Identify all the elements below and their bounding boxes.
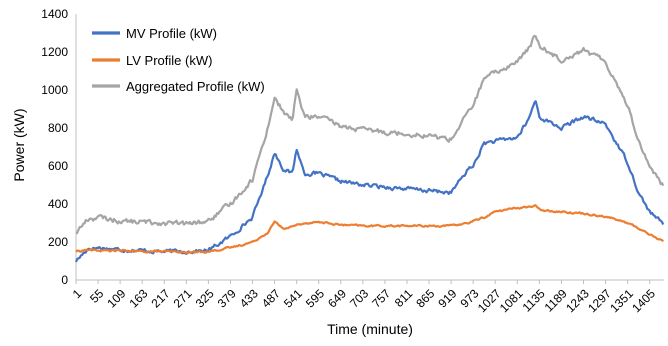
- y-tick-label: 0: [61, 273, 68, 287]
- y-tick-label: 200: [48, 235, 68, 249]
- x-tick-label: 1189: [542, 286, 570, 314]
- x-tick-label: 379: [215, 286, 239, 310]
- x-tick-label: 55: [87, 286, 107, 306]
- axes: [75, 14, 664, 281]
- x-tick-label: 109: [104, 286, 128, 310]
- x-tick-label: 487: [259, 286, 283, 310]
- x-tick-label: 649: [325, 286, 349, 310]
- x-tick-label: 1405: [629, 286, 658, 315]
- y-tick-label: 1200: [41, 45, 68, 59]
- x-tick-label: 325: [193, 286, 217, 310]
- x-tick-label: 1: [70, 286, 85, 301]
- y-tick-label: 800: [48, 121, 68, 135]
- x-tick-label: 433: [237, 286, 261, 310]
- x-tick-label: 271: [171, 286, 195, 310]
- series-line-1: [75, 204, 665, 255]
- x-tick-label: 541: [281, 286, 305, 310]
- legend-label: MV Profile (kW): [126, 26, 217, 41]
- x-tick-label: 865: [413, 286, 437, 310]
- y-tick-label: 1000: [41, 83, 68, 97]
- x-tick-label: 163: [126, 286, 150, 310]
- y-tick-label: 600: [48, 159, 68, 173]
- x-tick-label: 1297: [585, 286, 614, 315]
- y-tick-label: 1400: [41, 7, 68, 21]
- x-tick-label: 757: [369, 286, 393, 310]
- y-axis-title: Power (kW): [11, 108, 27, 181]
- x-tick-label: 1081: [497, 286, 526, 315]
- x-axis-ticks: 1 551091632172713253794334875415956497037…: [70, 280, 658, 315]
- legend-label: LV Profile (kW): [126, 53, 212, 68]
- y-tick-label: 400: [48, 197, 68, 211]
- series-line-2: [75, 34, 665, 235]
- x-tick-label: 217: [149, 286, 173, 310]
- x-tick-label: 1135: [520, 286, 548, 314]
- legend: MV Profile (kW) LV Profile (kW) Aggregated…: [92, 26, 265, 94]
- x-tick-label: 919: [435, 286, 459, 310]
- series-layer: [74, 34, 665, 263]
- x-tick-label: 1027: [475, 286, 504, 315]
- x-tick-label: 1351: [607, 286, 636, 315]
- x-tick-label: 811: [392, 286, 416, 310]
- x-tick-label: 1243: [563, 286, 592, 315]
- series-line-0: [74, 100, 665, 263]
- x-axis-title: Time (minute): [327, 321, 413, 337]
- y-axis-ticks: 0 200 400 600 800 1000 1200 1400: [41, 7, 68, 287]
- legend-label: Aggregated Profile (kW): [126, 79, 265, 94]
- x-tick-label: 595: [303, 286, 327, 310]
- x-tick-label: 703: [347, 286, 371, 310]
